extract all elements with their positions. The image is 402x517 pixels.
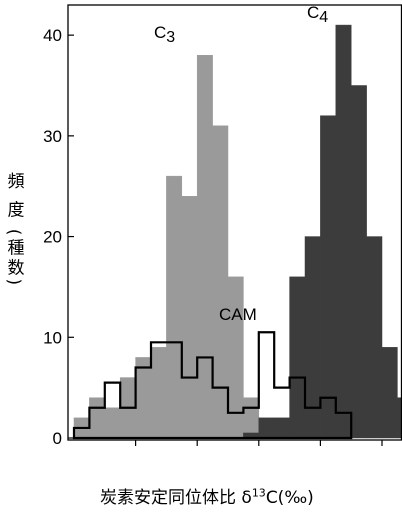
y-tick-label: 10 [43, 328, 62, 347]
c3-series-label: C3 [154, 23, 175, 46]
c4-bar [381, 347, 398, 439]
c4-bar [366, 236, 383, 439]
c3-bar [104, 407, 121, 439]
series-c4-bars [243, 24, 402, 439]
x-axis-label-prefix: 炭素安定同位体比 δ [100, 488, 252, 508]
c4-bar [289, 276, 306, 439]
cam-outline-path [72, 331, 353, 440]
series-cam-outline [72, 331, 353, 440]
y-tick-label: 0 [53, 429, 62, 448]
y-tick-label: 20 [43, 228, 62, 247]
y-tick-label: 40 [43, 26, 62, 45]
c4-bar [397, 397, 402, 439]
c4-bar [258, 417, 275, 439]
c3-bar [150, 347, 167, 439]
y-axis-label: 頻 度 (種数) [3, 171, 24, 289]
c4-series-label: C4 [307, 3, 328, 26]
c3-bar [89, 397, 106, 439]
c4-bar [320, 115, 337, 439]
c3-bar [212, 125, 229, 439]
c3-bar [196, 55, 213, 439]
series-labels: C3 C4 CAM [154, 3, 328, 324]
x-axis-label-superscript: 13 [251, 486, 266, 500]
y-axis-label-wrap: 頻 度 (種数) [2, 150, 26, 310]
y-tick-label: 30 [43, 127, 62, 146]
c4-bar [350, 85, 367, 439]
x-axis-label: 炭素安定同位体比 δ13C(‰) [100, 483, 400, 508]
c4-bar [335, 24, 352, 439]
cam-series-label: CAM [219, 305, 257, 324]
x-axis-label-suffix: C(‰) [265, 488, 314, 508]
c3-bar [181, 196, 198, 439]
c3-bar [243, 397, 260, 439]
c4-bar [273, 417, 290, 439]
c3-bar [135, 357, 152, 439]
series-c3-bars [73, 55, 275, 439]
c3-bar [166, 175, 183, 439]
